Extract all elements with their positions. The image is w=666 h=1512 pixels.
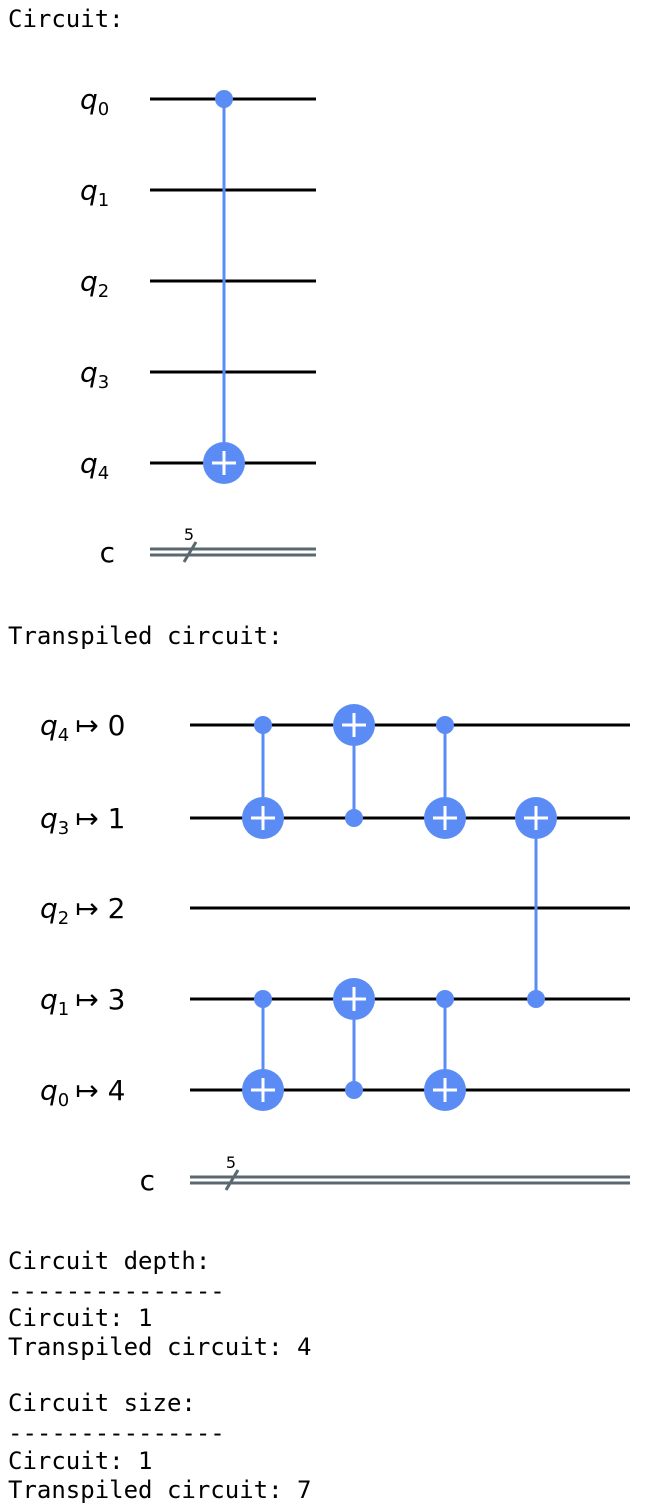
size-rule: --------------- — [8, 1419, 225, 1447]
cnot-control — [254, 716, 272, 734]
depth-heading: Circuit depth: — [8, 1247, 211, 1275]
depth-circuit: Circuit: 1 — [8, 1304, 153, 1332]
qubit-mapping-label: q1 ↦ 3 — [40, 983, 125, 1020]
qubit-label: q1 — [80, 174, 109, 211]
size-transpiled: Transpiled circuit: 7 — [8, 1476, 312, 1504]
cnot-control — [345, 809, 363, 827]
qubit-mapping-label: q2 ↦ 2 — [40, 892, 125, 929]
size-circuit: Circuit: 1 — [8, 1447, 153, 1475]
register-size: 5 — [226, 1153, 236, 1172]
transpiled-circuit-diagram: q4 ↦ 0 q3 ↦ 1 q2 ↦ 2 q1 ↦ 3 q0 ↦ 4 5 c — [40, 704, 630, 1197]
creg-label: c — [140, 1164, 155, 1197]
qubit-mapping-label: q4 ↦ 0 — [40, 709, 125, 746]
size-heading: Circuit size: — [8, 1389, 196, 1417]
qubit-mapping-label: q0 ↦ 4 — [40, 1074, 125, 1111]
cnot-control — [215, 90, 233, 108]
qubit-mapping-label: q3 ↦ 1 — [40, 802, 125, 839]
cnot-control — [436, 716, 454, 734]
register-size: 5 — [184, 525, 194, 544]
cnot-control — [436, 990, 454, 1008]
cnot-control — [254, 990, 272, 1008]
depth-rule: --------------- — [8, 1277, 225, 1305]
depth-transpiled: Transpiled circuit: 4 — [8, 1333, 312, 1361]
circuit-title: Circuit: — [8, 5, 124, 33]
creg-label: c — [100, 536, 115, 569]
register-slash — [182, 541, 198, 563]
transpiled-circuit-title: Transpiled circuit: — [8, 622, 283, 650]
register-slash — [224, 1169, 240, 1191]
cnot-control — [527, 990, 545, 1008]
cnot-control — [345, 1081, 363, 1099]
